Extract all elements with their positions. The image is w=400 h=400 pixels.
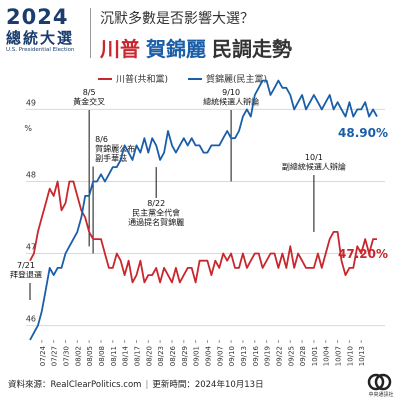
x-tick-label: 09/13 bbox=[240, 346, 248, 366]
x-tick-label: 08/14 bbox=[122, 345, 130, 366]
x-tick-label: 08/20 bbox=[145, 346, 153, 366]
x-tick-label: 07/24 bbox=[39, 345, 47, 366]
x-tick-label: 09/25 bbox=[287, 346, 295, 366]
end-value-label-1: 48.90% bbox=[338, 126, 388, 140]
cna-logo-icon: 中央通訊社 bbox=[367, 373, 394, 398]
y-tick-label: 47 bbox=[26, 243, 36, 252]
annotation-text: 民主黨全代會 bbox=[132, 208, 180, 218]
header-divider bbox=[90, 8, 91, 58]
x-tick-label: 09/22 bbox=[275, 346, 283, 366]
x-tick-label: 08/29 bbox=[181, 346, 189, 366]
x-tick-label: 09/16 bbox=[252, 345, 260, 366]
annotation-text: 總統候選人辯論 bbox=[203, 97, 259, 107]
annotation-text: 通過提名賀錦麗 bbox=[128, 217, 184, 227]
x-tick-label: 09/19 bbox=[264, 346, 272, 366]
x-tick-label: 08/05 bbox=[86, 346, 94, 366]
x-tick-label: 08/11 bbox=[110, 346, 118, 366]
x-tick-label: 08/26 bbox=[169, 345, 177, 366]
logo-title: 總統大選 bbox=[6, 29, 75, 47]
x-tick-label: 09/07 bbox=[216, 346, 224, 366]
header: 2024 總統大選 U.S. Presidential Election 沉默多… bbox=[0, 0, 400, 66]
annotation-text: 副手華茲 bbox=[95, 153, 127, 163]
footer-updated: 更新時間：2024年10月13日 bbox=[152, 380, 264, 390]
title-harris: 賀錦麗 bbox=[146, 37, 206, 61]
y-tick-label: 48 bbox=[26, 170, 36, 179]
annotation-text: 拜登退選 bbox=[10, 270, 42, 280]
legend-label-0: 川普(共和黨) bbox=[116, 73, 168, 85]
annotation-text: 8/22 bbox=[147, 199, 165, 208]
footer: 資料來源：RealClearPolitics.com | 更新時間：2024年10月… bbox=[8, 380, 264, 390]
series-line-1 bbox=[29, 79, 378, 341]
y-axis-unit: % bbox=[24, 124, 32, 133]
x-tick-label: 07/30 bbox=[62, 346, 70, 366]
annotation-text: 黃金交叉 bbox=[73, 97, 105, 107]
page-title: 川普 賀錦麗 民調走勢 bbox=[100, 33, 292, 62]
poll-line-chart: 46 47 48 49% 07/24 07/27 07/30 08/02 08/05 08/08 0… bbox=[10, 73, 388, 366]
annotation-text: 副總統候選人辯論 bbox=[282, 162, 346, 172]
x-tick-label: 08/17 bbox=[133, 346, 141, 366]
x-tick-label: 09/01 bbox=[193, 346, 201, 366]
x-tick-label: 08/02 bbox=[74, 346, 82, 366]
annotation-text: 9/10 bbox=[222, 88, 240, 97]
y-tick-label: 46 bbox=[26, 315, 36, 324]
title-trump: 川普 bbox=[100, 37, 140, 61]
x-tick-label: 08/08 bbox=[98, 346, 106, 366]
x-tick-label: 10/04 bbox=[323, 345, 331, 366]
x-tick-label: 10/01 bbox=[311, 346, 319, 366]
subtitle: 沉默多數是否影響大選？ bbox=[100, 11, 254, 27]
legend-label-1: 賀錦麗(民主黨) bbox=[206, 73, 267, 85]
series-line-0 bbox=[29, 180, 377, 284]
election-logo: 2024 總統大選 U.S. Presidential Election bbox=[4, 5, 86, 63]
annotation-text: 8/6 bbox=[95, 135, 108, 144]
annotation-text: 10/1 bbox=[305, 153, 323, 162]
footer-source: 資料來源：RealClearPolitics.com bbox=[8, 380, 142, 390]
x-tick-label: 09/04 bbox=[204, 345, 212, 366]
x-tick-label: 09/28 bbox=[299, 346, 307, 366]
y-tick-label: 49 bbox=[26, 98, 36, 107]
cna-logo-text: 中央通訊社 bbox=[368, 391, 393, 398]
end-value-label-0: 47.20% bbox=[338, 247, 388, 261]
x-tick-label: 10/13 bbox=[358, 346, 366, 366]
annotation-text: 賀錦麗公布 bbox=[95, 144, 135, 154]
x-tick-label: 08/23 bbox=[157, 346, 165, 366]
annotation-text: 7/21 bbox=[17, 261, 35, 270]
x-tick-label: 09/10 bbox=[228, 346, 236, 366]
x-tick-label: 07/27 bbox=[51, 346, 59, 366]
title-rest: 民調走勢 bbox=[212, 37, 292, 61]
logo-year: 2024 bbox=[6, 5, 69, 29]
annotation-text: 8/5 bbox=[83, 88, 96, 97]
x-tick-label: 10/07 bbox=[335, 346, 343, 366]
logo-subtitle: U.S. Presidential Election bbox=[6, 47, 75, 53]
x-tick-label: 10/10 bbox=[346, 346, 354, 366]
